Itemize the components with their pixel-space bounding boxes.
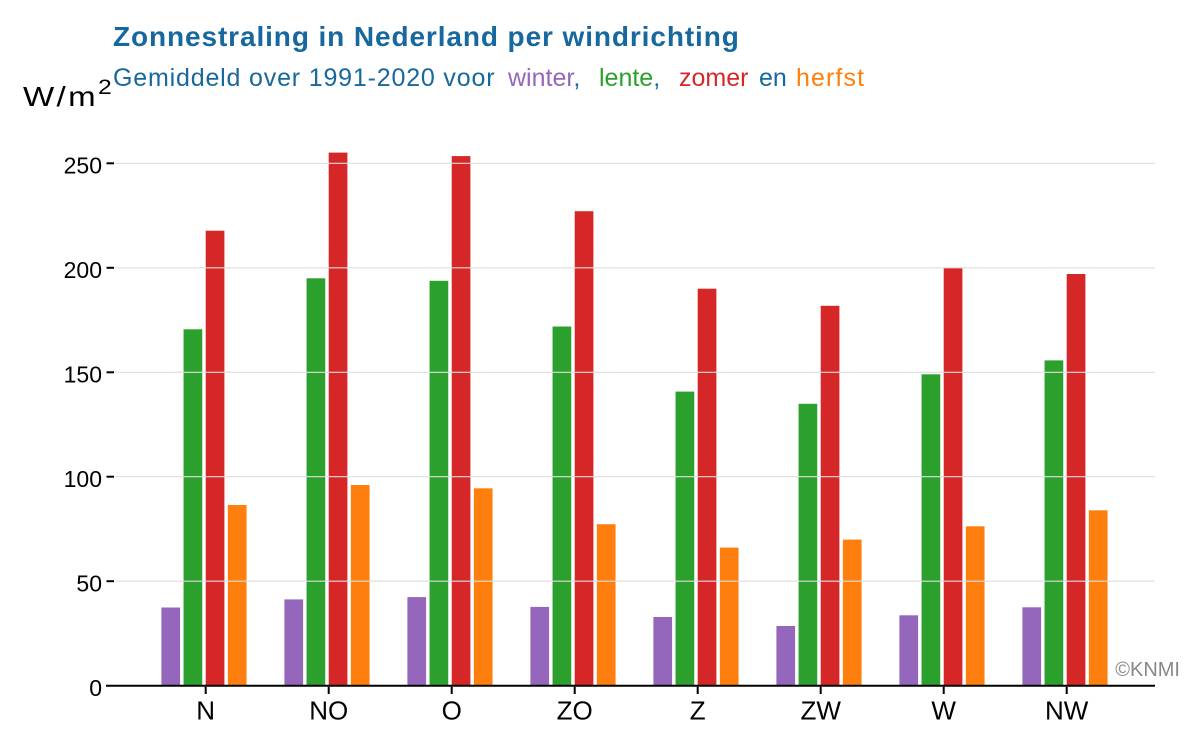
svg-text:W/m2: W/m2 (23, 75, 114, 113)
svg-text:200: 200 (64, 257, 102, 283)
svg-text:0: 0 (89, 675, 102, 701)
svg-text:100: 100 (64, 466, 102, 492)
svg-text:©KNMI: ©KNMI (1115, 659, 1180, 681)
svg-text:W: W (931, 696, 956, 726)
svg-text:ZW: ZW (800, 696, 841, 726)
svg-text:NW: NW (1045, 696, 1089, 726)
svg-text:ZO: ZO (557, 696, 593, 726)
svg-text:50: 50 (76, 570, 102, 596)
svg-text:250: 250 (64, 153, 102, 179)
svg-text:N: N (196, 696, 215, 726)
svg-text:winter,: winter, (507, 64, 580, 92)
svg-text:en: en (759, 64, 787, 92)
svg-text:O: O (442, 696, 462, 726)
svg-text:herfst: herfst (796, 64, 865, 92)
svg-text:lente,: lente, (599, 64, 660, 92)
svg-text:150: 150 (64, 362, 102, 388)
svg-text:NO: NO (309, 696, 348, 726)
svg-text:Zonnestraling in Nederland per: Zonnestraling in Nederland per windricht… (113, 21, 740, 52)
svg-text:Z: Z (690, 696, 706, 726)
svg-text:Gemiddeld over 1991-2020 voor: Gemiddeld over 1991-2020 voor (113, 64, 495, 92)
svg-text:zomer: zomer (679, 64, 748, 92)
